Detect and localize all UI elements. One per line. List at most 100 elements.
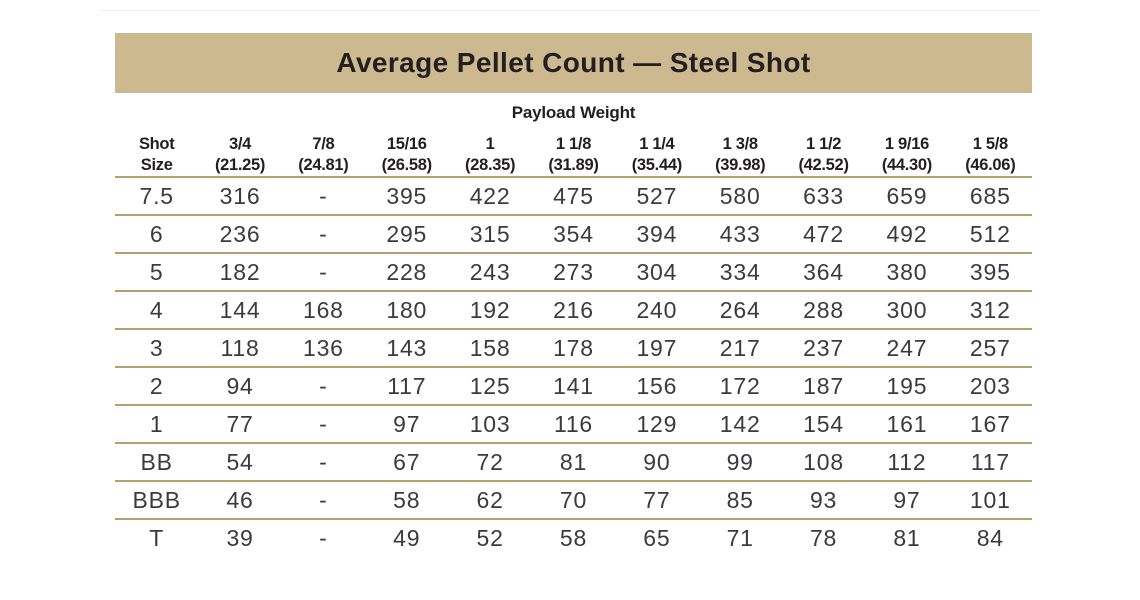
pellet-count-cell: 380 [865, 253, 949, 292]
pellet-count-cell: 247 [865, 329, 949, 368]
pellet-count-cell: 97 [365, 405, 449, 444]
pellet-count-cell: 195 [865, 367, 949, 406]
pellet-count-cell: 492 [865, 215, 949, 254]
payload-weight-label: Payload Weight [511, 103, 636, 122]
pellet-count-cell: 240 [615, 291, 699, 330]
table-row: 2 94-117 125 141 156 172 187 195 203 [115, 367, 1032, 406]
pellet-count-cell: - [281, 405, 366, 444]
table-row: 3 118 136 143 158 178 197 217 237 247 257 [115, 329, 1032, 368]
column-header: 1 3/8 (39.98) [698, 134, 782, 178]
header-row: Shot Size 3/4 (21.25) 7/8 (24.81) 15/16 (26.58)… [115, 134, 1032, 178]
pellet-count-cell: 39 [226, 524, 254, 551]
column-header: 1 1/8 (31.89) [531, 134, 616, 178]
pellet-count-cell: - [281, 215, 366, 254]
pellet-count-cell: 395 [948, 253, 1032, 292]
pellet-count-cell: 49 [393, 524, 421, 551]
pellet-count-cell: 237 [781, 329, 866, 368]
pellet-count-cell: 144 [198, 291, 282, 330]
pellet-count-cell: 67 [365, 443, 449, 482]
pellet-count-cell: 182 [198, 253, 282, 292]
pellet-count-cell: 70 [531, 481, 616, 520]
pellet-count-cell: - [281, 253, 366, 292]
shot-size-cell: 3 [115, 329, 199, 368]
pellet-count-cell: 125 [448, 367, 532, 406]
pellet-count-cell: 203 [948, 367, 1032, 406]
shot-size-cell: 7.5 [115, 177, 199, 216]
pellet-count-cell: - [281, 443, 366, 482]
pellet-count-cell: 116 [531, 405, 616, 444]
shot-size-cell: 4 [115, 291, 199, 330]
pellet-count-cell: 659 [865, 177, 949, 216]
pellet-count-cell: 154 [781, 405, 866, 444]
pellet-count-cell: 58 [559, 524, 588, 551]
pellet-count-cell: 172 [698, 367, 782, 406]
pellet-count-cell: 580 [698, 177, 782, 216]
pellet-count-cell: 85 [698, 481, 782, 520]
column-header: 1 9/16 (44.30) [865, 134, 949, 178]
pellet-count-cell: 117 [948, 443, 1032, 482]
pellet-count-cell: 58 [365, 481, 449, 520]
shot-size-cell: 2 [115, 367, 199, 406]
table-row: 6 236-295 315 354 394 433 472 492 512 [115, 215, 1032, 254]
pellet-count-cell: 161 [865, 405, 949, 444]
pellet-count-cell: 512 [948, 215, 1032, 254]
page-edge-line [100, 10, 1040, 11]
pellet-count-cell: 288 [781, 291, 866, 330]
pellet-count-cell: 141 [531, 367, 616, 406]
pellet-count-cell: 158 [448, 329, 532, 368]
column-header: 1 1/2 (42.52) [781, 134, 866, 178]
pellet-count-cell: 81 [531, 443, 616, 482]
pellet-count-cell: - [319, 524, 328, 551]
pellet-count-cell: 54 [198, 443, 282, 482]
pellet-count-cell: 84 [976, 524, 1004, 551]
pellet-count-cell: 354 [531, 215, 616, 254]
pellet-count-cell: 197 [615, 329, 699, 368]
pellet-count-cell: 142 [698, 405, 782, 444]
table-row: 5 182-228 243 273 304 334 364 380 395 [115, 253, 1032, 292]
pellet-count-cell: 236 [198, 215, 282, 254]
pellet-count-cell: 101 [948, 481, 1032, 520]
pellet-count-cell: 62 [448, 481, 532, 520]
pellet-count-cell: 257 [948, 329, 1032, 368]
pellet-count-cell: 52 [476, 524, 504, 551]
pellet-count-cell: 99 [698, 443, 782, 482]
table-row: 7.5 316-395 422 475 527 580 633 659 685 [115, 177, 1032, 216]
column-header: 1 5/8 (46.06) [948, 134, 1032, 178]
pellet-count-cell: 395 [365, 177, 449, 216]
table-body: 7.5 316-395 422 475 527 580 633 659 685 6 236-295 3… [115, 177, 1032, 556]
pellet-count-cell: 394 [615, 215, 699, 254]
pellet-count-cell: 108 [781, 443, 866, 482]
pellet-count-cell: 472 [781, 215, 866, 254]
pellet-count-cell: 77 [615, 481, 699, 520]
pellet-count-cell: 129 [615, 405, 699, 444]
pellet-count-cell: - [281, 481, 366, 520]
pellet-count-cell: 65 [643, 524, 671, 551]
shot-size-cell: T [149, 524, 165, 551]
table-row: BB 54-67 72 81 90 99 108 112 117 [115, 443, 1032, 482]
pellet-count-cell: 180 [365, 291, 449, 330]
table-row: T 39 - 49 52 58 65 71 78 81 84 [115, 519, 1032, 556]
pellet-count-cell: 685 [948, 177, 1032, 216]
pellet-count-cell: 315 [448, 215, 532, 254]
pellet-count-cell: 316 [198, 177, 282, 216]
table-row: 4 144 168 180 192 216 240 264 288 300 312 [115, 291, 1032, 330]
pellet-count-cell: 178 [531, 329, 616, 368]
pellet-count-cell: 46 [198, 481, 282, 520]
column-header: 15/16 (26.58) [365, 134, 449, 178]
pellet-count-cell: 143 [365, 329, 449, 368]
pellet-count-cell: 168 [281, 291, 366, 330]
pellet-count-cell: 117 [365, 367, 449, 406]
pellet-count-cell: 93 [781, 481, 866, 520]
column-header: 3/4 (21.25) [198, 134, 282, 178]
pellet-count-cell: 334 [698, 253, 782, 292]
pellet-count-cell: 216 [531, 291, 616, 330]
column-header: 1 (28.35) [448, 134, 532, 178]
shot-size-cell: 6 [115, 215, 199, 254]
pellet-count-cell: 156 [615, 367, 699, 406]
pellet-count-cell: 112 [865, 443, 949, 482]
pellet-count-cell: 433 [698, 215, 782, 254]
pellet-count-cell: 118 [198, 329, 282, 368]
column-header: 7/8 (24.81) [281, 134, 366, 178]
pellet-count-cell: 300 [865, 291, 949, 330]
